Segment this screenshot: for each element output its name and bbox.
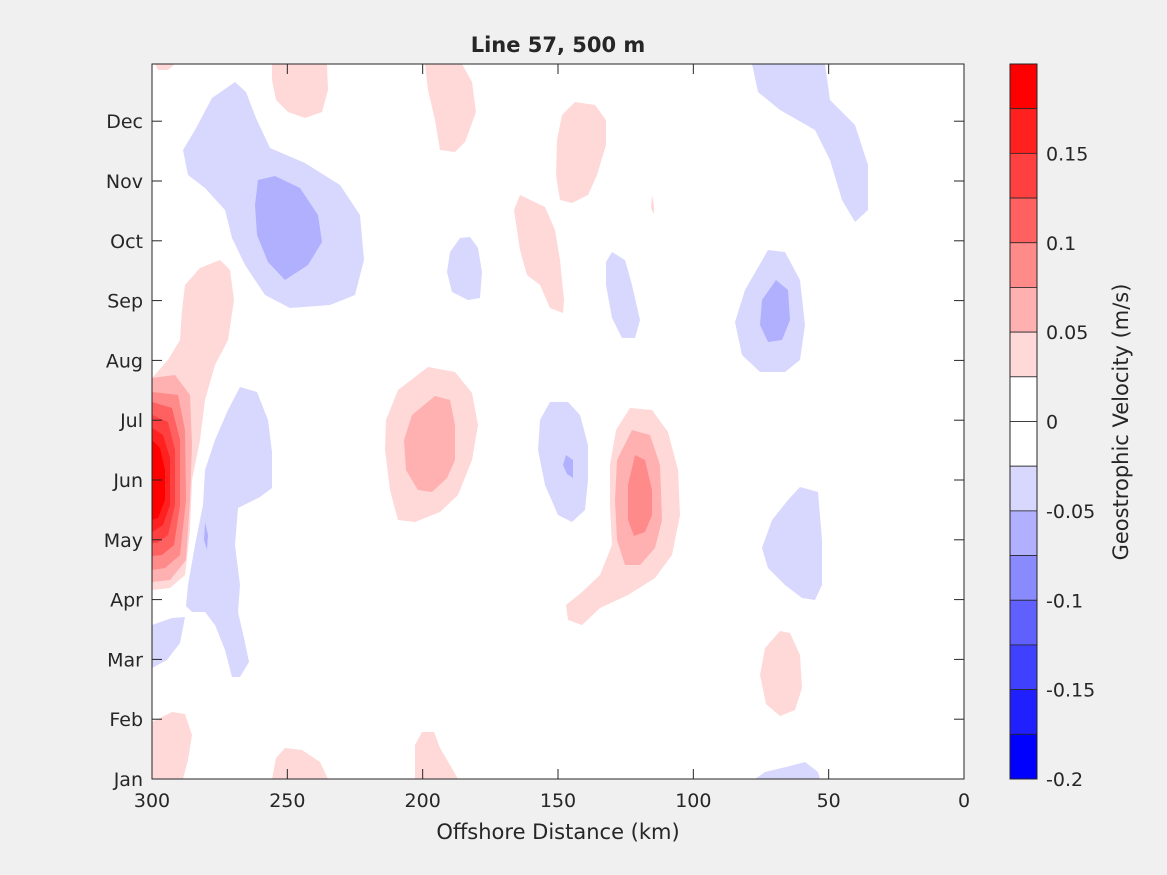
y-tick-label: Dec xyxy=(106,111,143,133)
x-tick-label: 250 xyxy=(269,790,305,812)
colorbar-label: Geostrophic Velocity (m/s) xyxy=(1109,284,1133,561)
pos-contour-level1-mar-70 xyxy=(760,631,802,716)
colorbar-cell xyxy=(1009,733,1038,780)
colorbar-tick-label: 0 xyxy=(1046,412,1058,434)
colorbar-ticks: 0.15 0.1 0.05 0 -0.05 -0.1 -0.15 -0.2 xyxy=(1046,143,1095,791)
colorbar-cell xyxy=(1009,465,1038,512)
neg-contour-level2-sep-70 xyxy=(760,280,790,342)
y-tick-label: Feb xyxy=(109,709,143,731)
colorbar-tick-label: -0.2 xyxy=(1046,769,1083,791)
colorbar-cell xyxy=(1009,287,1038,333)
pos-contour-level1-jan-195 xyxy=(415,732,458,779)
pos-contour-level1-jan-295 xyxy=(152,712,192,779)
pos-contour-level1-dec-240 xyxy=(272,64,328,118)
colorbar-cell xyxy=(1009,599,1038,646)
y-tick-label: Jan xyxy=(113,769,143,791)
colorbar-cell xyxy=(1009,421,1038,467)
plot-area: Jan Feb Mar Apr May Jun Jul Aug Sep Oct Nov Dec 300… xyxy=(104,63,970,812)
colorbar-tick-label: 0.15 xyxy=(1046,143,1088,165)
colorbar-tick-label: 0.1 xyxy=(1046,233,1076,255)
neg-contour-level1-jun-150 xyxy=(538,402,588,522)
colorbar-tick-label: -0.1 xyxy=(1046,590,1083,612)
neg-contour-level1-may-55 xyxy=(762,487,822,600)
colorbar-cell xyxy=(1009,510,1038,556)
neg-contour-level1-oct-40 xyxy=(752,64,868,222)
neg-contour-level1-sep-130 xyxy=(606,252,640,338)
colorbar-cell xyxy=(1009,197,1038,244)
colorbar-frame xyxy=(1009,63,1038,780)
y-tick-label: Jul xyxy=(119,410,143,432)
colorbar-cell xyxy=(1009,152,1038,199)
x-tick-label: 200 xyxy=(405,790,441,812)
colorbar-cell xyxy=(1009,376,1038,422)
y-tick-label: Oct xyxy=(110,231,143,253)
neg-contour-level2-oct-250 xyxy=(255,176,322,280)
y-tick-label: Aug xyxy=(106,350,143,372)
colorbar-cell xyxy=(1009,331,1038,378)
pos-contour-level1-nov-140 xyxy=(556,102,606,203)
pos-contour-level1-oct-160 xyxy=(514,195,564,313)
neg-contour-level1-jan-60 xyxy=(755,762,820,779)
y-tick-label: Nov xyxy=(106,171,143,193)
x-axis-ticks: 300 250 200 150 100 50 0 xyxy=(134,64,970,812)
contour-fills xyxy=(152,64,868,779)
y-tick-label: May xyxy=(104,530,143,552)
x-tick-label: 100 xyxy=(675,790,711,812)
neg-contour-level1-mar-300 xyxy=(152,617,185,668)
pos-contour-level1-nov-113 xyxy=(651,195,654,214)
colorbar-tick-label: -0.05 xyxy=(1046,501,1095,523)
neg-contour-level2-may-278 xyxy=(204,522,208,550)
pos-contour-level1-dec-295 xyxy=(155,64,175,70)
pos-contour-level3-may-120 xyxy=(628,455,652,536)
y-tick-label: Sep xyxy=(107,291,143,313)
x-tick-label: 300 xyxy=(134,790,170,812)
colorbar-cells xyxy=(1009,63,1038,780)
y-axis-ticks: Jan Feb Mar Apr May Jun Jul Aug Sep Oct Nov Dec xyxy=(104,111,964,791)
colorbar-cell xyxy=(1009,644,1038,691)
x-tick-label: 50 xyxy=(817,790,841,812)
colorbar-tick-label: -0.15 xyxy=(1046,680,1095,702)
y-tick-label: Mar xyxy=(107,649,143,671)
pos-contour-level1-jan-245 xyxy=(272,748,328,779)
colorbar-cell xyxy=(1009,63,1038,110)
colorbar-cell xyxy=(1009,242,1038,288)
neg-contour-level1-jun-265 xyxy=(186,387,272,677)
colorbar-tick-label: 0.05 xyxy=(1046,322,1088,344)
pos-contour-level2-jul-195 xyxy=(404,396,455,492)
x-tick-label: 150 xyxy=(540,790,576,812)
x-tick-label: 0 xyxy=(958,790,970,812)
colorbar-cell xyxy=(1009,555,1038,601)
y-tick-label: Apr xyxy=(110,590,143,612)
pos-contour-level1-dec-185 xyxy=(425,64,476,152)
chart-title: Line 57, 500 m xyxy=(471,33,646,57)
colorbar-cell xyxy=(1009,689,1038,735)
x-axis-label: Offshore Distance (km) xyxy=(436,820,679,844)
colorbar: 0.15 0.1 0.05 0 -0.05 -0.1 -0.15 -0.2 Geostroph… xyxy=(1009,63,1133,791)
neg-contour-level1-sep-185 xyxy=(447,237,482,300)
neg-contour-level2-jun-148 xyxy=(563,455,573,478)
colorbar-cell xyxy=(1009,108,1038,154)
y-tick-label: Jun xyxy=(112,470,143,492)
